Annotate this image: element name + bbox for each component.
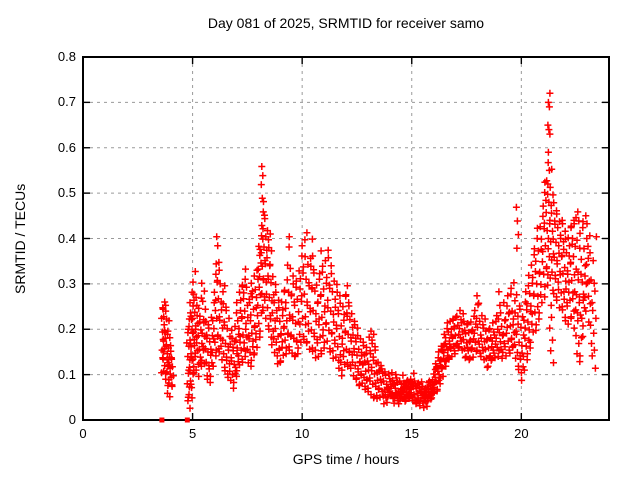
- x-axis-title: GPS time / hours: [292, 451, 400, 467]
- scatter-points: [158, 89, 600, 412]
- y-tick-label-0.8: 0.8: [57, 49, 76, 64]
- y-tick-label-0.5: 0.5: [57, 185, 76, 201]
- y-tick-label-0.2: 0.2: [57, 321, 76, 337]
- y-tick-label-0: 0: [68, 412, 76, 427]
- x-tick-label-10: 10: [294, 426, 310, 441]
- x-tick-label-15: 15: [404, 426, 419, 441]
- y-tick-label-0.6: 0.6: [57, 139, 76, 155]
- x-tick-label-20: 20: [514, 426, 529, 441]
- y-tick-label-0.3: 0.3: [57, 275, 76, 291]
- x-tick-label-5: 5: [188, 426, 197, 441]
- x-tick-label-0: 0: [79, 426, 87, 441]
- zero-square-marker: [184, 417, 190, 423]
- y-tick-label-0.4: 0.4: [57, 230, 76, 246]
- y-tick-label-0.1: 0.1: [57, 366, 76, 382]
- y-axis-title: SRMTID / TECUs: [12, 183, 28, 294]
- zero-square-marker: [159, 417, 165, 423]
- y-tick-label-0.7: 0.7: [57, 94, 76, 110]
- chart-title: Day 081 of 2025, SRMTID for receiver sam…: [207, 15, 485, 31]
